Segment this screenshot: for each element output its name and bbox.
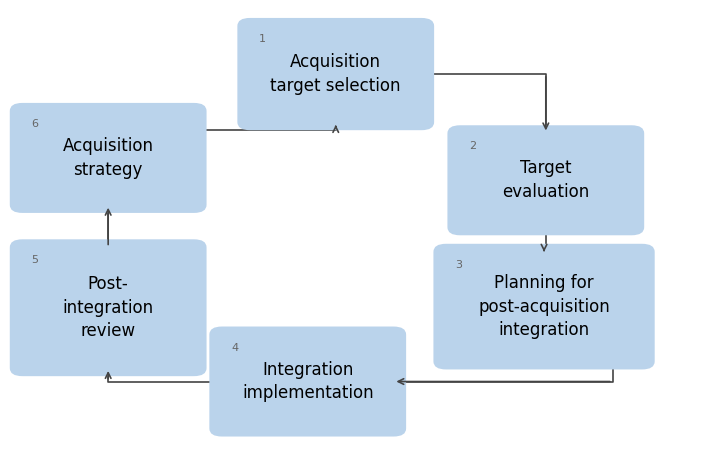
Text: Target
evaluation: Target evaluation [502, 159, 589, 201]
Text: Planning for
post-acquisition
integration: Planning for post-acquisition integratio… [478, 274, 610, 339]
FancyBboxPatch shape [10, 103, 207, 213]
Text: 4: 4 [231, 342, 238, 353]
Text: Acquisition
target selection: Acquisition target selection [271, 53, 401, 95]
Text: 5: 5 [32, 256, 39, 266]
Text: 1: 1 [259, 34, 266, 44]
Text: Integration
implementation: Integration implementation [242, 361, 373, 402]
Text: 3: 3 [455, 260, 462, 270]
Text: 2: 2 [469, 141, 476, 151]
FancyBboxPatch shape [10, 239, 207, 376]
Text: Acquisition
strategy: Acquisition strategy [63, 137, 154, 179]
FancyBboxPatch shape [209, 327, 406, 436]
FancyBboxPatch shape [238, 18, 434, 130]
FancyBboxPatch shape [434, 244, 654, 369]
FancyBboxPatch shape [447, 125, 644, 235]
Text: 6: 6 [32, 119, 39, 129]
Text: Post-
integration
review: Post- integration review [63, 275, 154, 340]
